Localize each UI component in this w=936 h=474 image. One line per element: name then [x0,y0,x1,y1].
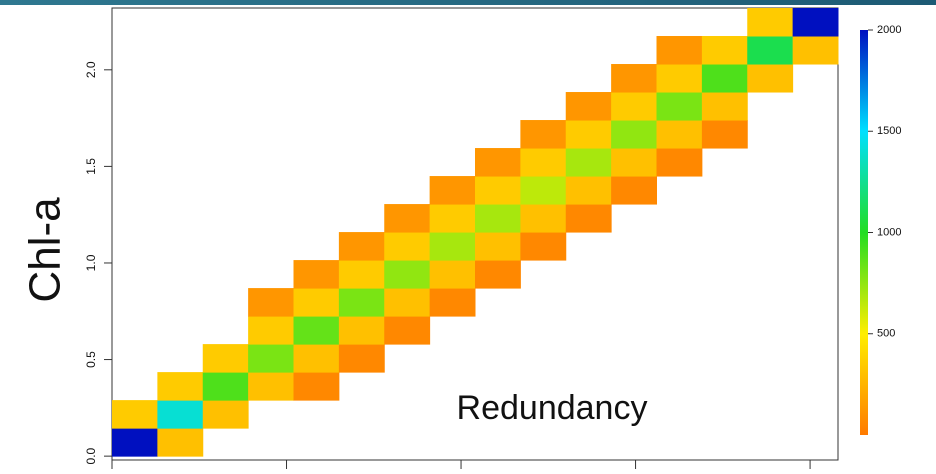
heatmap-cell [475,260,521,289]
heatmap-cell [202,344,249,373]
heatmap-cell [747,36,794,65]
heatmap-cell [338,344,385,373]
heatmap-cell [701,64,748,93]
heatmap-cell [475,148,521,177]
heatmap-cell [611,120,657,149]
heatmap-cell [338,232,385,261]
heatmap-cell [384,232,431,261]
heatmap-cell [611,176,657,205]
heatmap-cell [248,372,294,401]
heatmap-cell [701,120,748,149]
heatmap-cell [112,400,158,429]
heatmap-cell [656,120,703,149]
heatmap-cell [475,176,521,205]
y-axis-label: Chl-a [21,197,70,303]
colorbar-tick-label: 2000 [877,24,901,36]
heatmap-cell [656,64,703,93]
heatmap-cell [338,288,385,317]
heatmap-cell [202,372,249,401]
heatmap-cell [429,288,476,317]
heatmap-cell [475,232,521,261]
heatmap-cell [384,204,431,233]
heatmap-cell [520,176,567,205]
heatmap-cell [565,148,612,177]
heatmap-cell [656,36,703,65]
y-tick-label: 2.0 [84,61,98,78]
heatmap-cell [747,64,794,93]
heatmap-cell [611,148,657,177]
heatmap-cell [565,120,612,149]
heatmap-cell [338,316,385,345]
heatmap-cell [293,344,340,373]
heatmap-cell [611,92,657,121]
heatmap-cell [293,372,340,401]
heatmap-cell [384,316,431,345]
heatmap-cell [520,148,567,177]
heatmap-cell [248,316,294,345]
heatmap-cell [565,92,612,121]
heatmap-cells [112,8,839,457]
heatmap-cell [792,36,839,65]
heatmap-cell [293,288,340,317]
heatmap-cell [656,148,703,177]
colorbar-tick-label: 1500 [877,125,901,137]
heatmap-cell [293,316,340,345]
heatmap-cell [475,204,521,233]
heatmap-cell [565,176,612,205]
heatmap-cell [792,8,839,37]
heatmap-cell [293,260,340,289]
heatmap-cell [338,260,385,289]
y-tick-label: 0.0 [84,447,98,464]
heatmap-cell [248,344,294,373]
heatmap-cell [520,204,567,233]
heatmap-cell [112,428,158,457]
heatmap-cell [747,8,794,37]
heatmap-cell [157,400,204,429]
heatmap-cell [248,288,294,317]
header-band [0,0,936,5]
colorbar-tick-label: 1000 [877,226,901,238]
heatmap-cell [429,260,476,289]
y-tick-label: 1.0 [84,254,98,271]
heatmap-cell [157,428,204,457]
plot-frame [111,7,839,461]
heatmap-cell [701,36,748,65]
heatmap-cell [520,120,567,149]
colorbar [860,30,868,435]
heatmap-cell [384,260,431,289]
heatmap-cell [611,64,657,93]
annotation: Redundancy [457,389,648,427]
heatmap-cell [429,176,476,205]
heatmap-cell [202,400,249,429]
heatmap-cell [565,204,612,233]
y-tick-label: 1.5 [84,158,98,175]
heatmap-cell [157,372,204,401]
heatmap-cell [701,92,748,121]
heatmap-cell [429,204,476,233]
heatmap-cell [656,92,703,121]
heatmap-cell [429,232,476,261]
y-tick-label: 0.5 [84,351,98,368]
colorbar-tick-label: 500 [877,328,895,340]
heatmap-cell [520,232,567,261]
heatmap-cell [384,288,431,317]
